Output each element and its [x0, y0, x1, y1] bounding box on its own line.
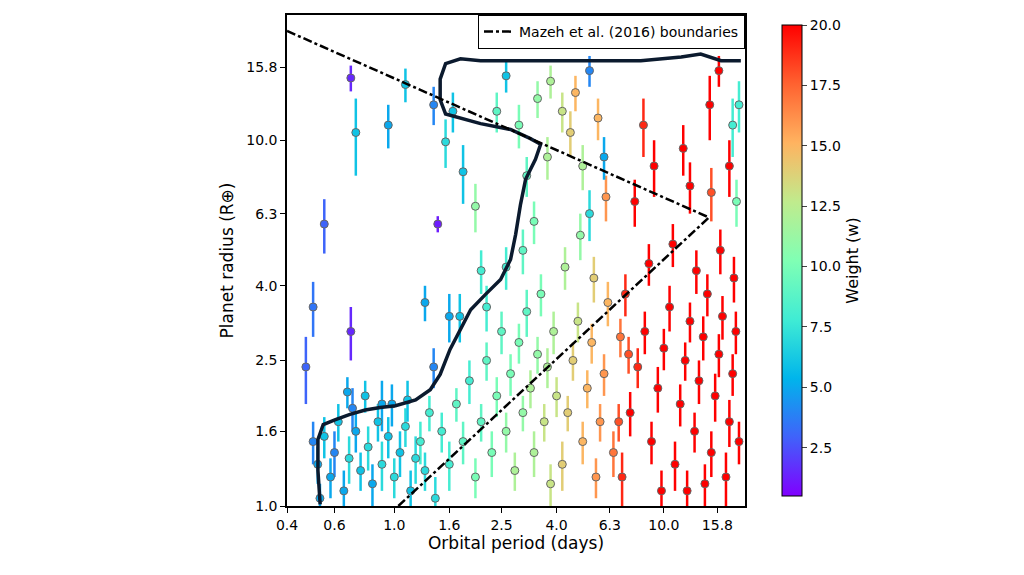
svg-text:Weight (w): Weight (w) — [843, 217, 862, 303]
svg-text:1.0: 1.0 — [255, 498, 277, 514]
svg-text:0.6: 0.6 — [323, 517, 345, 533]
svg-text:1.6: 1.6 — [255, 423, 277, 439]
svg-text:6.3: 6.3 — [255, 206, 277, 222]
svg-text:5.0: 5.0 — [810, 379, 832, 395]
svg-text:1.0: 1.0 — [383, 517, 405, 533]
svg-text:15.8: 15.8 — [702, 517, 733, 533]
svg-text:Planet radius (R⊕): Planet radius (R⊕) — [217, 183, 237, 339]
svg-text:10.0: 10.0 — [648, 517, 679, 533]
svg-text:0.4: 0.4 — [276, 517, 298, 533]
svg-text:17.5: 17.5 — [810, 77, 841, 93]
svg-text:2.5: 2.5 — [490, 517, 512, 533]
svg-text:6.3: 6.3 — [599, 517, 621, 533]
svg-text:1.6: 1.6 — [438, 517, 460, 533]
svg-text:20.0: 20.0 — [810, 17, 841, 33]
svg-text:10.0: 10.0 — [810, 258, 841, 274]
svg-text:12.5: 12.5 — [810, 198, 841, 214]
svg-text:15.0: 15.0 — [810, 138, 841, 154]
svg-text:2.5: 2.5 — [255, 352, 277, 368]
svg-text:4.0: 4.0 — [255, 278, 277, 294]
svg-text:2.5: 2.5 — [810, 440, 832, 456]
svg-text:4.0: 4.0 — [545, 517, 567, 533]
svg-text:10.0: 10.0 — [246, 132, 277, 148]
svg-text:Orbital period (days): Orbital period (days) — [428, 533, 604, 553]
svg-text:7.5: 7.5 — [810, 319, 832, 335]
svg-text:Mazeh et al. (2016) boundaries: Mazeh et al. (2016) boundaries — [519, 24, 738, 40]
svg-text:15.8: 15.8 — [246, 59, 277, 75]
